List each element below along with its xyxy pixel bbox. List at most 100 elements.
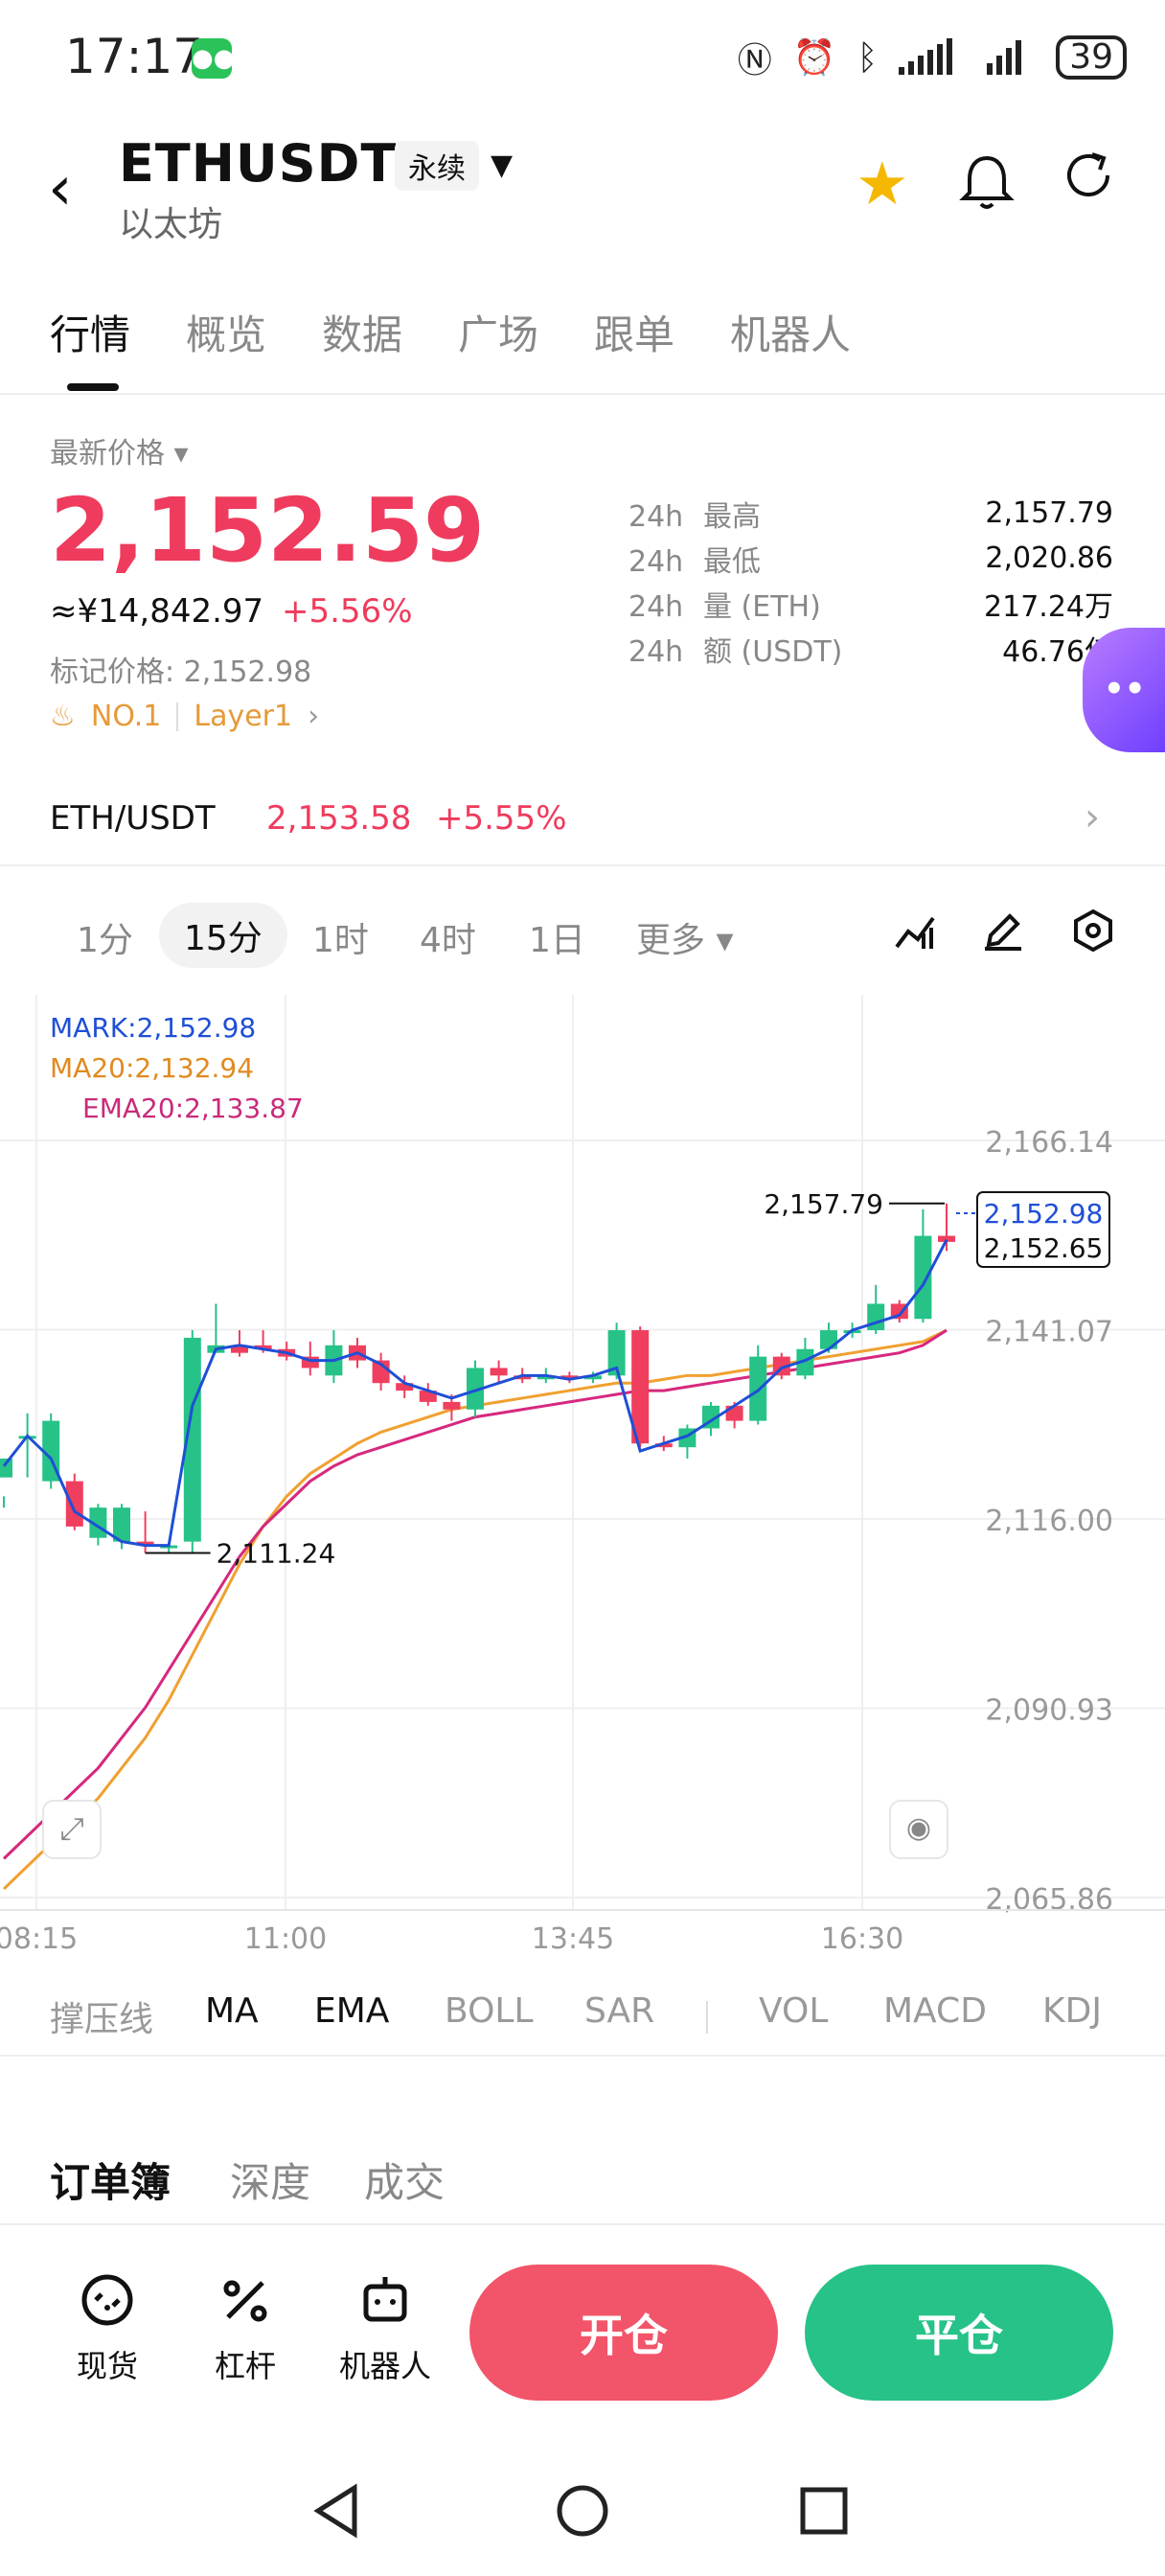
tab-square[interactable]: 广场 bbox=[458, 311, 539, 358]
chevron-down-icon[interactable]: ▼ bbox=[491, 149, 514, 182]
chevron-right-icon: › bbox=[1085, 795, 1100, 840]
y-tick-label: 2,166.14 bbox=[985, 1126, 1113, 1160]
status-bar: 17:17 ●● Ⓝ ⏰ ᛒ 39 bbox=[0, 0, 1165, 115]
tab-data[interactable]: 数据 bbox=[322, 311, 403, 358]
price-chart[interactable]: 2,166.14 2,141.07 2,116.00 2,090.93 2,065.86… bbox=[0, 995, 1165, 1956]
status-time: 17:17 bbox=[65, 29, 204, 84]
header: ‹ ETHUSDT 永续 ▼ 以太坊 ★ bbox=[0, 129, 1165, 254]
stat-row: 24h 量 (ETH) 217.24万 bbox=[628, 589, 1113, 624]
chevron-right-icon[interactable]: › bbox=[308, 700, 320, 733]
candle-body bbox=[0, 1458, 12, 1478]
candle-body bbox=[607, 1330, 626, 1376]
spot-label: 现货 bbox=[76, 2348, 138, 2384]
expand-icon[interactable]: ⤢ bbox=[42, 1800, 102, 1859]
interval-4h[interactable]: 4时 bbox=[420, 921, 476, 960]
tags-row: ♨ NO.1 Layer1 › bbox=[50, 700, 319, 733]
indicator-macd[interactable]: MACD bbox=[883, 1991, 987, 2031]
candle-body bbox=[443, 1401, 461, 1410]
indicator-ema[interactable]: EMA bbox=[314, 1991, 390, 2031]
spot-pair-change: +5.55% bbox=[436, 799, 567, 838]
leverage-shortcut[interactable]: 杠杆 bbox=[188, 2271, 303, 2386]
interval-more[interactable]: 更多 ▾ bbox=[636, 921, 734, 960]
candle-body bbox=[136, 1541, 154, 1546]
candle-body bbox=[654, 1443, 673, 1448]
nav-back-icon[interactable] bbox=[308, 2482, 366, 2540]
spot-pair-price: 2,153.58 bbox=[266, 799, 412, 838]
share-icon[interactable] bbox=[1060, 147, 1117, 204]
high-annotation: 2,157.79 bbox=[764, 1188, 883, 1220]
y-tick-label: 2,090.93 bbox=[985, 1694, 1113, 1728]
eye-icon[interactable]: ◉ bbox=[889, 1800, 948, 1859]
candlestick-chart[interactable]: 2,166.14 2,141.07 2,116.00 2,090.93 2,065.86… bbox=[0, 995, 1165, 1956]
low-annotation: 2,111.24 bbox=[217, 1537, 336, 1569]
candle-body bbox=[537, 1375, 555, 1380]
candle-body bbox=[490, 1368, 508, 1376]
tab-trades[interactable]: 成交 bbox=[364, 2159, 445, 2206]
tab-robot[interactable]: 机器人 bbox=[730, 311, 852, 358]
mark-price-box-label: 2,152.98 bbox=[984, 1198, 1104, 1230]
indicator-ma[interactable]: MA bbox=[205, 1991, 259, 2031]
stat-row: 24h 最低 2,020.86 bbox=[628, 541, 1113, 579]
x-tick-label: 16:30 bbox=[821, 1922, 903, 1953]
last-price: 2,152.59 bbox=[50, 479, 485, 582]
spot-pair-row[interactable]: ETH/USDT 2,153.58 +5.55% › bbox=[0, 788, 1165, 866]
interval-1d[interactable]: 1日 bbox=[529, 921, 585, 960]
tab-depth[interactable]: 深度 bbox=[230, 2159, 311, 2206]
spot-shortcut[interactable]: 现货 bbox=[50, 2271, 165, 2386]
robot-label: 机器人 bbox=[338, 2348, 431, 2384]
y-tick-label: 2,141.07 bbox=[985, 1316, 1113, 1349]
signal-icon bbox=[899, 38, 953, 75]
interval-bar: 1分 15分 1时 4时 1日 更多 ▾ bbox=[0, 889, 1165, 976]
interval-1h[interactable]: 1时 bbox=[312, 921, 369, 960]
x-tick-label: 13:45 bbox=[532, 1922, 614, 1953]
candle-body bbox=[914, 1235, 932, 1320]
y-tick-label: 2,116.00 bbox=[985, 1505, 1113, 1538]
assistant-bubble-icon[interactable]: •• bbox=[1083, 628, 1165, 752]
indicator-icon[interactable] bbox=[893, 908, 937, 953]
interval-15m[interactable]: 15分 bbox=[159, 903, 287, 968]
close-position-button[interactable]: 平仓 bbox=[805, 2265, 1113, 2401]
open-position-button[interactable]: 开仓 bbox=[469, 2265, 778, 2401]
indicator-boll[interactable]: BOLL bbox=[445, 1991, 534, 2031]
candle-body bbox=[796, 1348, 814, 1376]
favorite-star-icon[interactable]: ★ bbox=[856, 149, 909, 218]
interval-1m[interactable]: 1分 bbox=[77, 921, 133, 960]
robot-shortcut[interactable]: 机器人 bbox=[328, 2271, 443, 2386]
legend-ma20: MA20:2,132.94 bbox=[50, 1052, 255, 1084]
tab-copy-trading[interactable]: 跟单 bbox=[594, 311, 675, 358]
latest-price-label[interactable]: 最新价格 ▾ bbox=[50, 437, 189, 471]
tab-overview[interactable]: 概览 bbox=[186, 311, 267, 358]
settings-hex-icon[interactable] bbox=[1071, 908, 1115, 953]
cny-price: ≈¥14,842.97 bbox=[50, 592, 264, 631]
candle-body bbox=[467, 1368, 484, 1410]
mark-price-row: 标记价格: 2,152.98 bbox=[50, 656, 312, 689]
candle-body bbox=[514, 1375, 532, 1380]
indicator-vol[interactable]: VOL bbox=[759, 1991, 829, 2031]
tab-market[interactable]: 行情 bbox=[50, 311, 131, 358]
active-tab-indicator bbox=[67, 383, 119, 391]
indicator-sar[interactable]: SAR bbox=[584, 1991, 655, 2031]
symbol-title[interactable]: ETHUSDT bbox=[119, 133, 398, 194]
nav-recents-icon[interactable] bbox=[795, 2482, 853, 2540]
draw-pencil-icon[interactable] bbox=[981, 908, 1025, 953]
bell-icon[interactable] bbox=[958, 150, 1016, 212]
candle-body bbox=[584, 1375, 602, 1380]
candle-body bbox=[254, 1345, 272, 1349]
candle-body bbox=[820, 1330, 837, 1349]
orderbook-tabs: 订单簿 深度 成交 bbox=[0, 2147, 1165, 2225]
status-icons: Ⓝ ⏰ ᛒ 39 bbox=[738, 33, 1127, 82]
leverage-label: 杠杆 bbox=[214, 2348, 276, 2384]
stat-row: 24h 最高 2,157.79 bbox=[628, 496, 1113, 534]
back-icon[interactable]: ‹ bbox=[48, 153, 73, 224]
battery-indicator: 39 bbox=[1056, 35, 1127, 80]
contract-type-badge[interactable]: 永续 bbox=[395, 141, 479, 191]
indicator-support-resistance[interactable]: 撑压线 bbox=[50, 2000, 154, 2039]
indicator-kdj[interactable]: KDJ bbox=[1042, 1991, 1102, 2031]
rank-tag[interactable]: NO.1 bbox=[90, 700, 162, 733]
price-box bbox=[976, 1191, 1110, 1268]
nav-home-icon[interactable] bbox=[554, 2482, 611, 2540]
candle-body bbox=[867, 1303, 885, 1331]
sector-tag[interactable]: Layer1 bbox=[194, 700, 293, 733]
nfc-icon: Ⓝ bbox=[737, 41, 772, 80]
tab-orderbook[interactable]: 订单簿 bbox=[50, 2159, 171, 2206]
